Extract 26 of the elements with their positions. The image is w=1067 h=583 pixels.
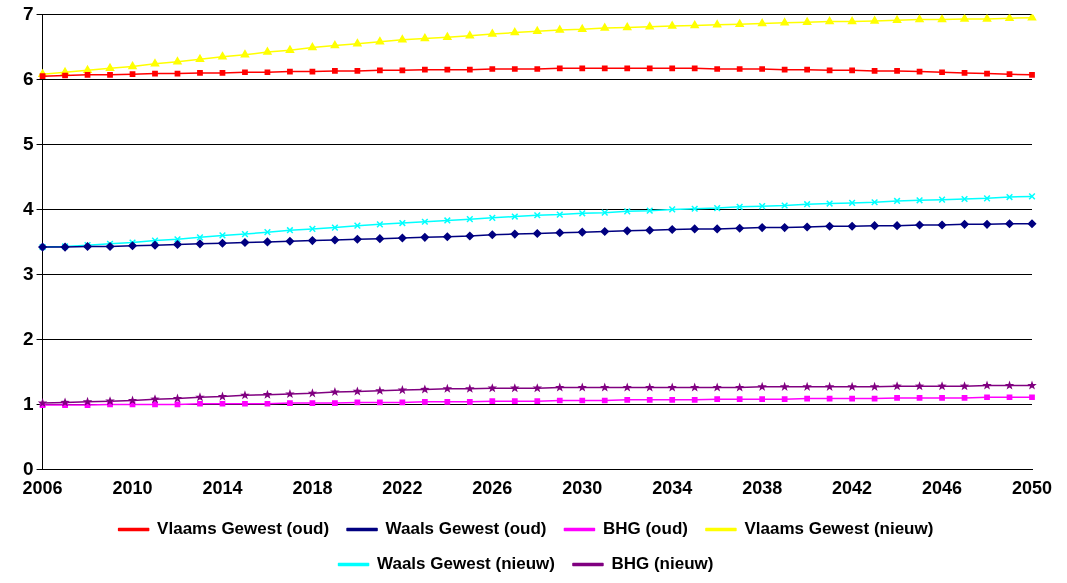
x-tick-label: 2026 [472, 478, 513, 499]
legend-label: Waals Gewest (nieuw) [377, 554, 555, 574]
x-tick-label: 2006 [22, 478, 63, 499]
y-tick-label: 6 [22, 67, 34, 89]
x-tick-label: 2034 [652, 478, 693, 499]
legend-label: BHG (nieuw) [611, 554, 714, 574]
y-tick-label: 2 [22, 327, 34, 349]
x-tick-label: 2022 [382, 478, 423, 499]
x-tick-label: 2030 [562, 478, 603, 499]
y-tick-label: 1 [22, 392, 34, 414]
x-tick-label: 2038 [742, 478, 783, 499]
x-tick-label: 2018 [292, 478, 333, 499]
x-tick-label: 2050 [1011, 478, 1053, 499]
y-tick-label: 7 [22, 2, 34, 24]
y-tick-label: 4 [22, 197, 34, 219]
y-tick-label: 5 [22, 132, 34, 154]
legend-label: Waals Gewest (oud) [385, 519, 547, 539]
x-tick-label: 2042 [832, 478, 873, 499]
y-tick-label: 0 [22, 457, 34, 479]
y-tick-label: 3 [22, 262, 34, 284]
x-tick-label: 2014 [202, 478, 243, 499]
legend-label: Vlaams Gewest (nieuw) [744, 519, 934, 539]
legend-label: BHG (oud) [602, 519, 688, 539]
legend-label: Vlaams Gewest (oud) [157, 519, 330, 539]
x-tick-label: 2046 [922, 478, 963, 499]
x-tick-label: 2010 [112, 478, 153, 499]
